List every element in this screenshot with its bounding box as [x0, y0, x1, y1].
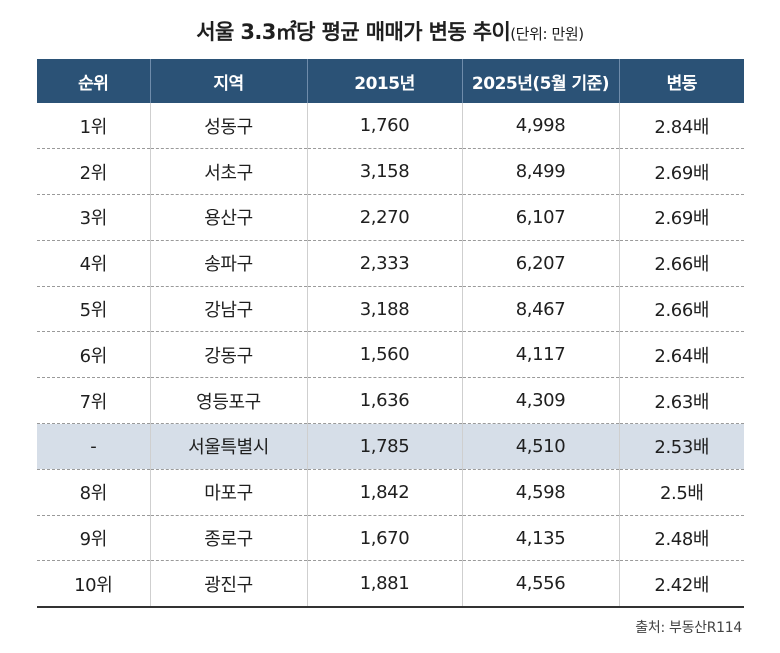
- cell-2025: 6,107: [462, 194, 620, 241]
- cell-region: 송파구: [150, 240, 308, 287]
- table-row: 6위 강동구 1,560 4,117 2.64배: [37, 331, 744, 379]
- header-region: 지역: [150, 59, 308, 103]
- cell-region: 광진구: [150, 560, 308, 608]
- cell-2025: 8,499: [462, 148, 620, 196]
- cell-2015: 1,636: [307, 377, 463, 425]
- cell-2025: 4,309: [462, 377, 620, 425]
- cell-2015: 1,881: [307, 560, 463, 608]
- cell-2025: 4,117: [462, 331, 620, 379]
- cell-change: 2.5배: [619, 469, 744, 516]
- cell-2015: 1,842: [307, 469, 463, 516]
- cell-region: 서초구: [150, 148, 308, 196]
- price-table: 순위 지역 2015년 2025년(5월 기준) 변동 1위 성동구 1,760 4,…: [37, 59, 744, 608]
- table-row: 1위 성동구 1,760 4,998 2.84배: [37, 103, 744, 150]
- unit-note: (단위: 만원): [510, 25, 584, 43]
- source-note: 출처: 부동산R114: [635, 620, 742, 636]
- cell-2015: 1,560: [307, 331, 463, 379]
- cell-change: 2.69배: [619, 148, 744, 196]
- cell-rank: 3위: [37, 194, 151, 241]
- title-text: 서울 3.3㎡당 평균 매매가 변동 추이: [196, 20, 511, 44]
- cell-2015: 1,760: [307, 103, 463, 150]
- cell-change: 2.53배: [619, 423, 744, 470]
- cell-change: 2.66배: [619, 286, 744, 333]
- cell-2015: 2,270: [307, 194, 463, 241]
- cell-rank: 5위: [37, 286, 151, 333]
- cell-change: 2.64배: [619, 331, 744, 379]
- cell-region: 강남구: [150, 286, 308, 333]
- cell-rank: 7위: [37, 377, 151, 425]
- cell-region: 마포구: [150, 469, 308, 516]
- table-row-seoul-average: - 서울특별시 1,785 4,510 2.53배: [37, 423, 744, 470]
- header-2015: 2015년: [307, 59, 463, 103]
- table-row: 4위 송파구 2,333 6,207 2.66배: [37, 240, 744, 287]
- cell-2015: 3,158: [307, 148, 463, 196]
- cell-rank: 8위: [37, 469, 151, 516]
- cell-2025: 4,598: [462, 469, 620, 516]
- cell-region: 서울특별시: [150, 423, 308, 470]
- cell-change: 2.69배: [619, 194, 744, 241]
- cell-change: 2.84배: [619, 103, 744, 150]
- cell-rank: 9위: [37, 515, 151, 562]
- cell-rank: -: [37, 423, 151, 470]
- cell-2015: 1,785: [307, 423, 463, 470]
- table-header-row: 순위 지역 2015년 2025년(5월 기준) 변동: [37, 59, 744, 103]
- cell-rank: 2위: [37, 148, 151, 196]
- cell-rank: 1위: [37, 103, 151, 150]
- cell-change: 2.66배: [619, 240, 744, 287]
- cell-region: 영등포구: [150, 377, 308, 425]
- table-row: 5위 강남구 3,188 8,467 2.66배: [37, 286, 744, 333]
- table-row: 8위 마포구 1,842 4,598 2.5배: [37, 469, 744, 516]
- header-change: 변동: [666, 73, 698, 94]
- cell-2025: 4,135: [462, 515, 620, 562]
- cell-region: 강동구: [150, 331, 308, 379]
- cell-rank: 4위: [37, 240, 151, 287]
- table-row: 10위 광진구 1,881 4,556 2.42배: [37, 560, 744, 608]
- cell-rank: 10위: [37, 560, 151, 608]
- cell-2025: 4,998: [462, 103, 620, 150]
- cell-2025: 6,207: [462, 240, 620, 287]
- cell-change: 2.63배: [619, 377, 744, 425]
- table-body: 1위 성동구 1,760 4,998 2.84배 2위 서초구 3,158 8,499 2.69배…: [37, 103, 744, 608]
- cell-rank: 6위: [37, 331, 151, 379]
- cell-region: 용산구: [150, 194, 308, 241]
- cell-2015: 1,670: [307, 515, 463, 562]
- cell-change: 2.42배: [619, 560, 744, 608]
- header-rank: 순위: [37, 59, 151, 103]
- cell-2015: 3,188: [307, 286, 463, 333]
- cell-2025: 8,467: [462, 286, 620, 333]
- cell-2015: 2,333: [307, 240, 463, 287]
- chart-title: 서울 3.3㎡당 평균 매매가 변동 추이(단위: 만원): [0, 16, 780, 46]
- cell-region: 종로구: [150, 515, 308, 562]
- header-2025: 2025년(5월 기준): [462, 59, 620, 103]
- table-row: 2위 서초구 3,158 8,499 2.69배: [37, 148, 744, 196]
- table-row: 3위 용산구 2,270 6,107 2.69배: [37, 194, 744, 241]
- table-row: 7위 영등포구 1,636 4,309 2.63배: [37, 377, 744, 425]
- cell-region: 성동구: [150, 103, 308, 150]
- cell-2025: 4,556: [462, 560, 620, 608]
- cell-2025: 4,510: [462, 423, 620, 470]
- table-row: 9위 종로구 1,670 4,135 2.48배: [37, 515, 744, 562]
- cell-change: 2.48배: [619, 515, 744, 562]
